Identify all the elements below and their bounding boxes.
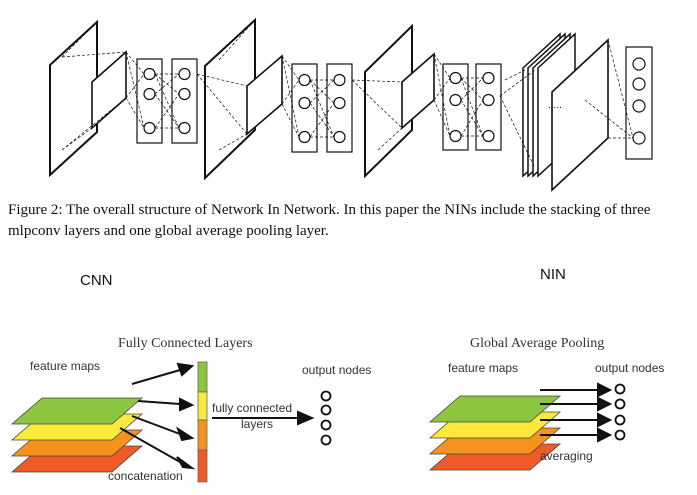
fully-connected-label-line2: layers — [241, 417, 273, 431]
cnn-heading: CNN — [80, 272, 113, 289]
concat-segment-red — [197, 449, 208, 483]
nin-heading: NIN — [540, 266, 566, 283]
concat-segment-yellow — [197, 391, 208, 421]
concat-segment-orange — [197, 419, 208, 451]
concatenation-label: concatenation — [108, 469, 183, 483]
averaging-arrows — [540, 382, 613, 443]
nin-output-nodes-label: output nodes — [595, 361, 664, 375]
concat-segment-green — [197, 361, 208, 393]
cnn-output-node — [320, 390, 332, 402]
global-average-pooling-stage: ..... — [499, 32, 653, 192]
cnn-feature-maps-label: feature maps — [30, 359, 100, 373]
nin-feature-map-stack — [428, 395, 562, 471]
fully-connected-label-line1: fully connected — [212, 401, 292, 415]
cnn-output-node — [320, 419, 332, 431]
figure-caption: Figure 2: The overall structure of Netwo… — [8, 202, 651, 239]
concatenated-vector — [197, 361, 208, 483]
cnn-output-nodes-label: output nodes — [302, 363, 371, 377]
svg-text:.....: ..... — [548, 100, 562, 111]
nin-output-node — [614, 429, 626, 441]
nin-output-node — [614, 383, 626, 395]
cnn-map-arrows — [119, 362, 315, 470]
nin-title: Global Average Pooling — [470, 336, 604, 351]
cnn-output-nodes — [320, 390, 332, 446]
nin-output-node — [614, 398, 626, 410]
mlpconv-layer-1 — [49, 19, 198, 178]
cnn-output-node — [320, 404, 332, 416]
mlpconv-layer-3 — [351, 23, 502, 179]
cnn-diagram: CNN Fully Connected Layers feature maps … — [10, 272, 371, 483]
nin-feature-maps-label: feature maps — [448, 361, 518, 375]
mlpconv-layer-2 — [196, 17, 353, 181]
cnn-title: Fully Connected Layers — [118, 336, 253, 351]
cnn-feature-map-stack — [10, 397, 144, 473]
nin-output-node — [614, 414, 626, 426]
nin-output-nodes — [614, 383, 626, 441]
feature-map-green — [428, 395, 562, 423]
cnn-output-node — [320, 434, 332, 446]
feature-map-green — [10, 397, 144, 425]
nin-diagram: NIN Global Average Pooling feature maps … — [428, 266, 664, 471]
nin-structure-diagram: ..... — [49, 17, 653, 192]
averaging-label: averaging — [540, 449, 593, 463]
